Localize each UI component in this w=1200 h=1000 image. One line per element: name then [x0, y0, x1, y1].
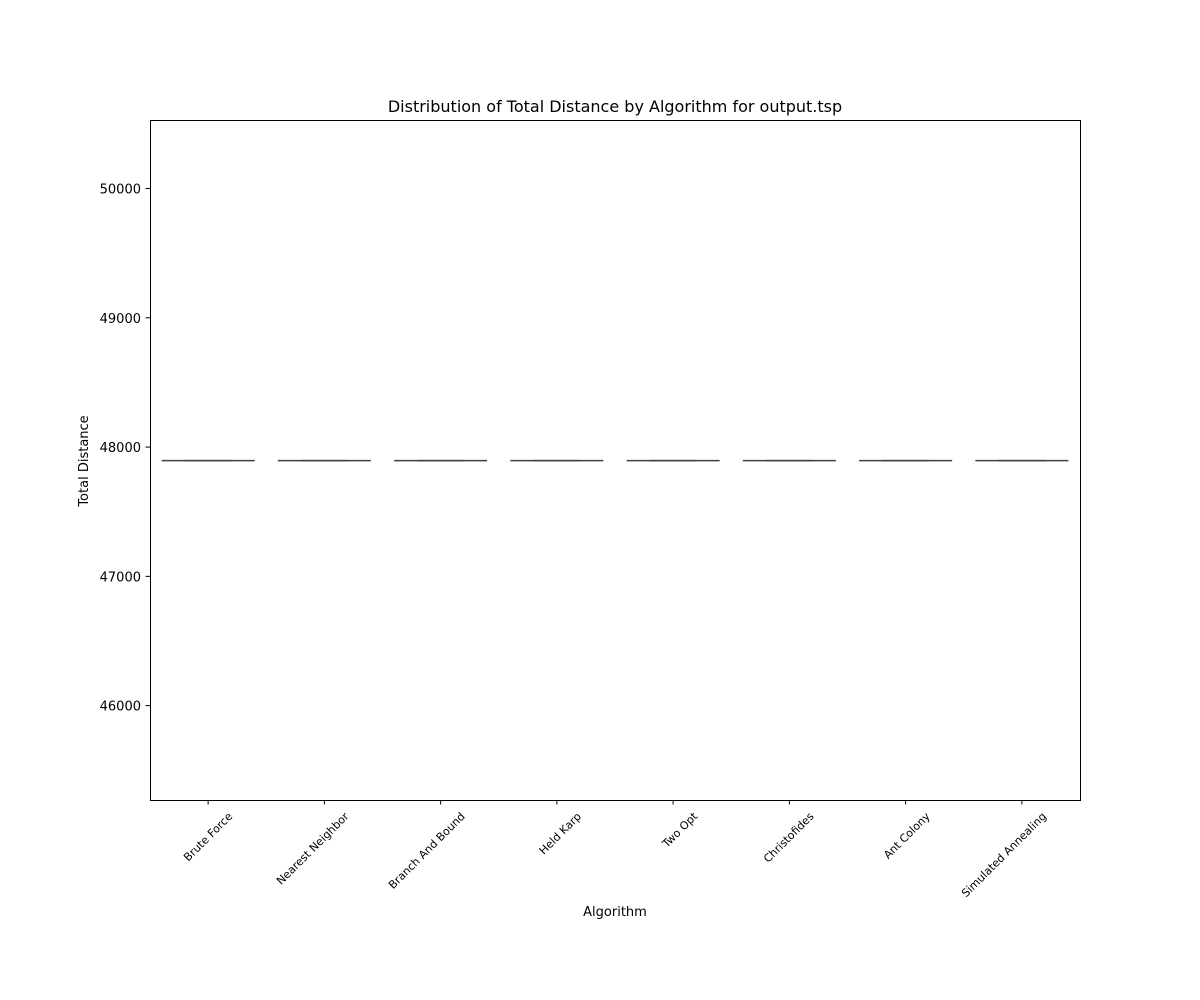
x-tick-label: Branch And Bound — [386, 810, 468, 892]
x-tick-label: Nearest Neighbor — [274, 810, 352, 888]
x-axis-label: Algorithm — [583, 905, 647, 920]
x-axis: Brute Force Nearest Neighbor Branch And Bo… — [181, 800, 1049, 900]
x-tick-label: Christofides — [761, 810, 817, 866]
y-axis-label: Total Distance — [77, 415, 92, 507]
x-tick-label: Held Karp — [537, 810, 584, 857]
y-axis: 46000 47000 48000 49000 50000 — [100, 183, 150, 715]
axes-frame — [150, 120, 1081, 801]
x-tick-label: Brute Force — [181, 810, 235, 864]
y-tick-label: 49000 — [100, 312, 141, 327]
x-tick-label: Two Opt — [659, 809, 701, 851]
y-tick-label: 47000 — [100, 570, 141, 585]
chart-title: Distribution of Total Distance by Algori… — [388, 97, 842, 116]
x-tick-label: Ant Colony — [881, 810, 933, 862]
y-tick-label: 50000 — [100, 183, 141, 198]
x-tick-label: Simulated Annealing — [959, 810, 1049, 900]
y-tick-label: 48000 — [100, 441, 141, 456]
y-tick-label: 46000 — [100, 700, 141, 715]
